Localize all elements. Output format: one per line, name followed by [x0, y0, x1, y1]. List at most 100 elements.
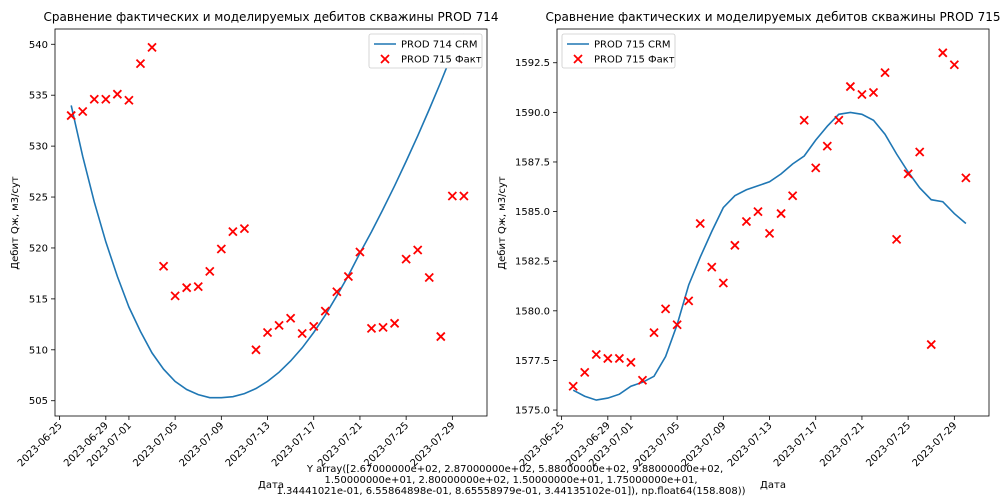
chart-1-ytick-label: 520	[29, 243, 48, 254]
chart-2-fact-point-stroke	[961, 173, 971, 183]
chart-1-fact-point	[101, 94, 111, 104]
chart-2-fact-point	[568, 381, 578, 391]
chart-1-ytick-label: 540	[29, 40, 48, 51]
chart-1-fact-point	[447, 191, 457, 201]
chart-1-fact-point-stroke	[147, 42, 157, 52]
chart-2-title: Сравнение фактических и моделируемых деб…	[546, 10, 1000, 24]
chart-2-fact-point	[868, 87, 879, 98]
chart-1-fact-point	[436, 331, 446, 342]
chart-2-fact-point	[961, 173, 971, 183]
chart-2-fact-point	[938, 48, 948, 58]
chart-2-fact-point-stroke	[915, 147, 925, 157]
chart-1-fact-point-stroke	[205, 266, 215, 277]
chart-1-fact-point-stroke	[436, 331, 446, 342]
chart-2-ytick-label: 1582.5	[515, 257, 550, 268]
chart-1-series-crm-line	[70, 33, 465, 399]
chart-1-fact-point-stroke	[135, 58, 146, 69]
chart-2-ytick-label: 1585.0	[515, 207, 550, 218]
chart-2-fact-point-stroke	[753, 206, 763, 217]
chart-2-fact-point	[626, 357, 636, 368]
chart-1-ytick-label: 525	[29, 193, 48, 204]
chart-2-ylabel: Дебит Qж, м3/сут	[497, 176, 508, 270]
chart-1-legend-box	[368, 33, 483, 69]
chart-2-legend-marker-swatch	[573, 54, 583, 64]
chart-2-legend-label: PROD 715 CRM	[594, 40, 671, 51]
chart-2-ytick-label: 1587.5	[515, 157, 550, 168]
chart-2-fact-point	[822, 141, 832, 151]
chart-2-fact-point-stroke	[580, 367, 590, 377]
chart-2-ytick-label: 1592.5	[515, 58, 550, 69]
chart-1-fact-point	[366, 323, 377, 334]
chart-1-ytick-label: 530	[29, 142, 48, 153]
chart-1-fact-point	[343, 271, 354, 282]
chart-2-fact-point	[695, 218, 705, 229]
chart-1-fact-point-stroke	[170, 291, 180, 301]
chart-2-xtick-label: 2023-07-29	[911, 420, 960, 469]
chart-2-fact-point	[591, 349, 601, 360]
chart-1-fact-point	[89, 94, 99, 104]
chart-2-ytick-label: 1580.0	[515, 306, 550, 317]
chart-1-fact-point-stroke	[447, 191, 457, 201]
chart-1-fact-point	[459, 191, 469, 201]
overlay-text-line-2: 1.50000000e+01, 2.80000000e+02, 1.500000…	[324, 475, 697, 486]
chart-1-xtick-label: 2023-07-13	[224, 420, 273, 469]
chart-1-fact-point	[274, 320, 284, 330]
chart-1-fact-point-stroke	[274, 320, 284, 330]
chart-1-plot: 505 510 515 520 525 530 535 540 2023-06-25 2023-0…	[16, 28, 488, 469]
chart-2-fact-point	[845, 81, 856, 92]
chart-1-fact-point-stroke	[216, 244, 226, 254]
chart-1-fact-point-stroke	[355, 247, 365, 257]
chart-2-fact-point-stroke	[938, 48, 948, 58]
chart-2-fact-point	[730, 240, 740, 250]
chart-2-fact-point-stroke	[695, 218, 705, 229]
chart-1-fact-point	[424, 272, 434, 283]
chart-1-ytick-label: 505	[29, 396, 48, 407]
chart-2-fact-point-stroke	[787, 191, 798, 201]
chart-1-fact-point-stroke	[228, 227, 238, 237]
chart-1-fact-point	[320, 306, 330, 316]
chart-1-fact-point	[355, 247, 365, 257]
chart-2-fact-point	[903, 169, 913, 179]
chart-2-xtick-label: 2023-07-13	[726, 420, 775, 469]
chart-2-fact-point-stroke	[949, 60, 959, 70]
chart-1-fact-point-stroke	[158, 261, 169, 271]
chart-2-fact-point-stroke	[868, 87, 879, 98]
chart-2-fact-point	[891, 234, 902, 245]
chart-2-fact-point	[776, 208, 786, 219]
chart-1-fact-point-stroke	[112, 89, 123, 99]
chart-1-xtick-label: 2023-06-25	[16, 420, 65, 469]
chart-2-fact-point-stroke	[926, 339, 936, 350]
chart-1-ytick-label: 535	[29, 91, 48, 102]
chart-2-fact-point-stroke	[834, 115, 844, 125]
chart-2-fact-point-stroke	[707, 262, 717, 272]
chart-2-fact-point	[603, 353, 613, 364]
chart-1-xlabel: Дата	[258, 480, 284, 491]
chart-1-legend-label: PROD 714 CRM	[401, 40, 478, 51]
chart-2-fact-point-stroke	[880, 68, 890, 78]
chart-1-fact-point	[239, 223, 250, 234]
chart-1-fact-point	[193, 282, 203, 292]
chart-2-fact-point	[949, 60, 959, 70]
chart-2-series-crm-line	[572, 111, 967, 401]
chart-2-fact-point-stroke	[764, 228, 775, 239]
chart-2-fact-point-stroke	[811, 163, 821, 173]
chart-2-xtick-label: 2023-07-21	[818, 420, 867, 469]
chart-1-legend: PROD 714 CRM PROD 715 Факт	[368, 33, 483, 69]
chart-2-xtick-label: 2023-06-25	[518, 420, 567, 469]
chart-2-fact-point-stroke	[845, 81, 856, 92]
chart-2-fact-point	[718, 278, 728, 288]
chart-2-fact-point-stroke	[626, 357, 636, 368]
chart-1-fact-point-stroke	[378, 322, 388, 333]
chart-2-ytick-label: 1575.0	[515, 406, 550, 417]
chart-2-ytick-label: 1590.0	[515, 108, 550, 119]
chart-1-fact-point	[389, 318, 400, 328]
chart-1-fact-point-stroke	[193, 282, 203, 292]
chart-2-fact-point-stroke	[891, 234, 902, 245]
chart-2-plot: 1575.0 1577.5 1580.0 1582.5 1585.0 1587.5 1590…	[515, 28, 990, 469]
chart-1-ytick-label: 515	[29, 294, 48, 305]
chart-2-fact-point	[787, 191, 798, 201]
chart-1-fact-point-stroke	[389, 318, 400, 328]
chart-2-fact-point	[753, 206, 763, 217]
chart-2-fact-point	[926, 339, 936, 350]
